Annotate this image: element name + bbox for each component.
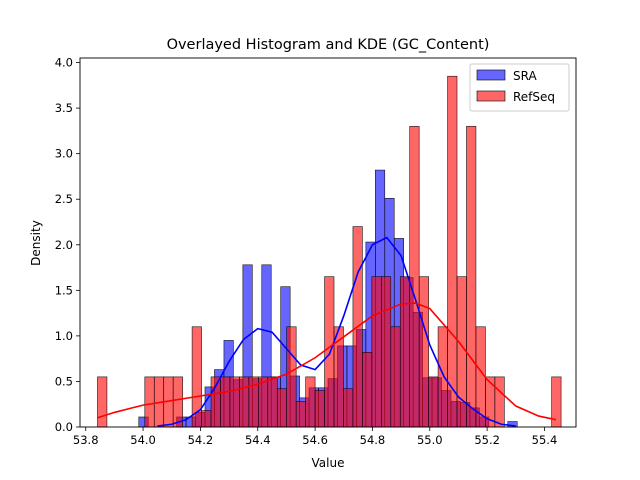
axes-frame bbox=[79, 57, 577, 428]
bar-refseq-24 bbox=[324, 276, 335, 428]
bar-refseq-21 bbox=[295, 401, 306, 428]
bar-refseq-17 bbox=[258, 376, 269, 428]
y-tick-label: 4.0 bbox=[55, 56, 73, 70]
legend-swatch-sra bbox=[476, 69, 506, 81]
y-tick-label: 0.0 bbox=[55, 420, 73, 434]
bar-refseq-15 bbox=[239, 376, 250, 428]
y-tick-label: 2.5 bbox=[55, 192, 73, 206]
bar-refseq-13 bbox=[220, 376, 231, 428]
x-tick-label: 55.4 bbox=[532, 433, 558, 447]
bar-refseq-23 bbox=[314, 390, 325, 428]
bar-refseq-11 bbox=[201, 410, 212, 428]
x-tick-label: 55.0 bbox=[417, 433, 443, 447]
bar-refseq-20 bbox=[286, 326, 297, 428]
legend-swatch-refseq bbox=[476, 90, 506, 102]
y-tick-label: 1.0 bbox=[55, 329, 73, 343]
bar-refseq-5 bbox=[144, 376, 155, 428]
bar-refseq-29 bbox=[371, 276, 382, 428]
x-tick-label: 54.0 bbox=[130, 433, 156, 447]
bar-refseq-30 bbox=[381, 276, 392, 428]
y-axis-label: Density bbox=[29, 220, 43, 266]
bar-refseq-36 bbox=[437, 326, 448, 428]
y-tick-label: 3.5 bbox=[55, 101, 73, 115]
kde-line-refseq bbox=[96, 302, 557, 421]
y-tick-label: 3.0 bbox=[55, 147, 73, 161]
series-refseq-bars bbox=[97, 75, 562, 428]
x-tick-label: 54.4 bbox=[245, 433, 271, 447]
bar-refseq-32 bbox=[399, 276, 411, 428]
bar-refseq-38 bbox=[456, 276, 467, 428]
bar-refseq-31 bbox=[390, 326, 401, 428]
kde-line-sra bbox=[157, 236, 516, 427]
bar-refseq-8 bbox=[172, 376, 183, 428]
bar-refseq-42 bbox=[494, 376, 505, 428]
bar-refseq-35 bbox=[428, 376, 439, 428]
bar-refseq-0 bbox=[97, 376, 108, 428]
bar-refseq-33 bbox=[409, 126, 420, 428]
y-tick-label: 0.5 bbox=[55, 374, 73, 388]
x-axis-label: Value bbox=[312, 456, 345, 470]
bar-refseq-37 bbox=[447, 75, 458, 428]
y-tick-label: 2.0 bbox=[55, 238, 73, 252]
bar-refseq-39 bbox=[466, 126, 477, 428]
y-tick-label: 1.5 bbox=[55, 283, 73, 297]
x-tick-label: 54.2 bbox=[188, 433, 214, 447]
bar-refseq-34 bbox=[418, 276, 429, 428]
plot-area bbox=[96, 75, 562, 428]
x-tick-label: 55.2 bbox=[474, 433, 500, 447]
chart-title: Overlayed Histogram and KDE (GC_Content) bbox=[167, 37, 490, 53]
x-tick-label: 53.8 bbox=[73, 433, 99, 447]
legend: SRA RefSeq bbox=[469, 63, 570, 112]
bar-refseq-14 bbox=[229, 376, 240, 428]
legend-label-refseq: RefSeq bbox=[513, 90, 555, 104]
bar-refseq-26 bbox=[343, 388, 354, 428]
bar-refseq-22 bbox=[305, 376, 316, 428]
x-tick-label: 54.6 bbox=[302, 433, 328, 447]
x-axis-ticks: 53.8 54.0 54.2 54.4 54.6 54.8 55.0 55.2 55.4 bbox=[73, 427, 557, 447]
bar-refseq-19 bbox=[276, 388, 288, 428]
bar-refseq-28 bbox=[362, 351, 373, 428]
bar-refseq-18 bbox=[267, 376, 278, 428]
x-tick-label: 54.8 bbox=[360, 433, 386, 447]
legend-label-sra: SRA bbox=[513, 69, 537, 83]
bar-refseq-25 bbox=[333, 326, 344, 428]
y-axis-ticks: 0.0 0.5 1.0 1.5 2.0 2.5 3.0 3.5 4.0 bbox=[55, 56, 80, 434]
